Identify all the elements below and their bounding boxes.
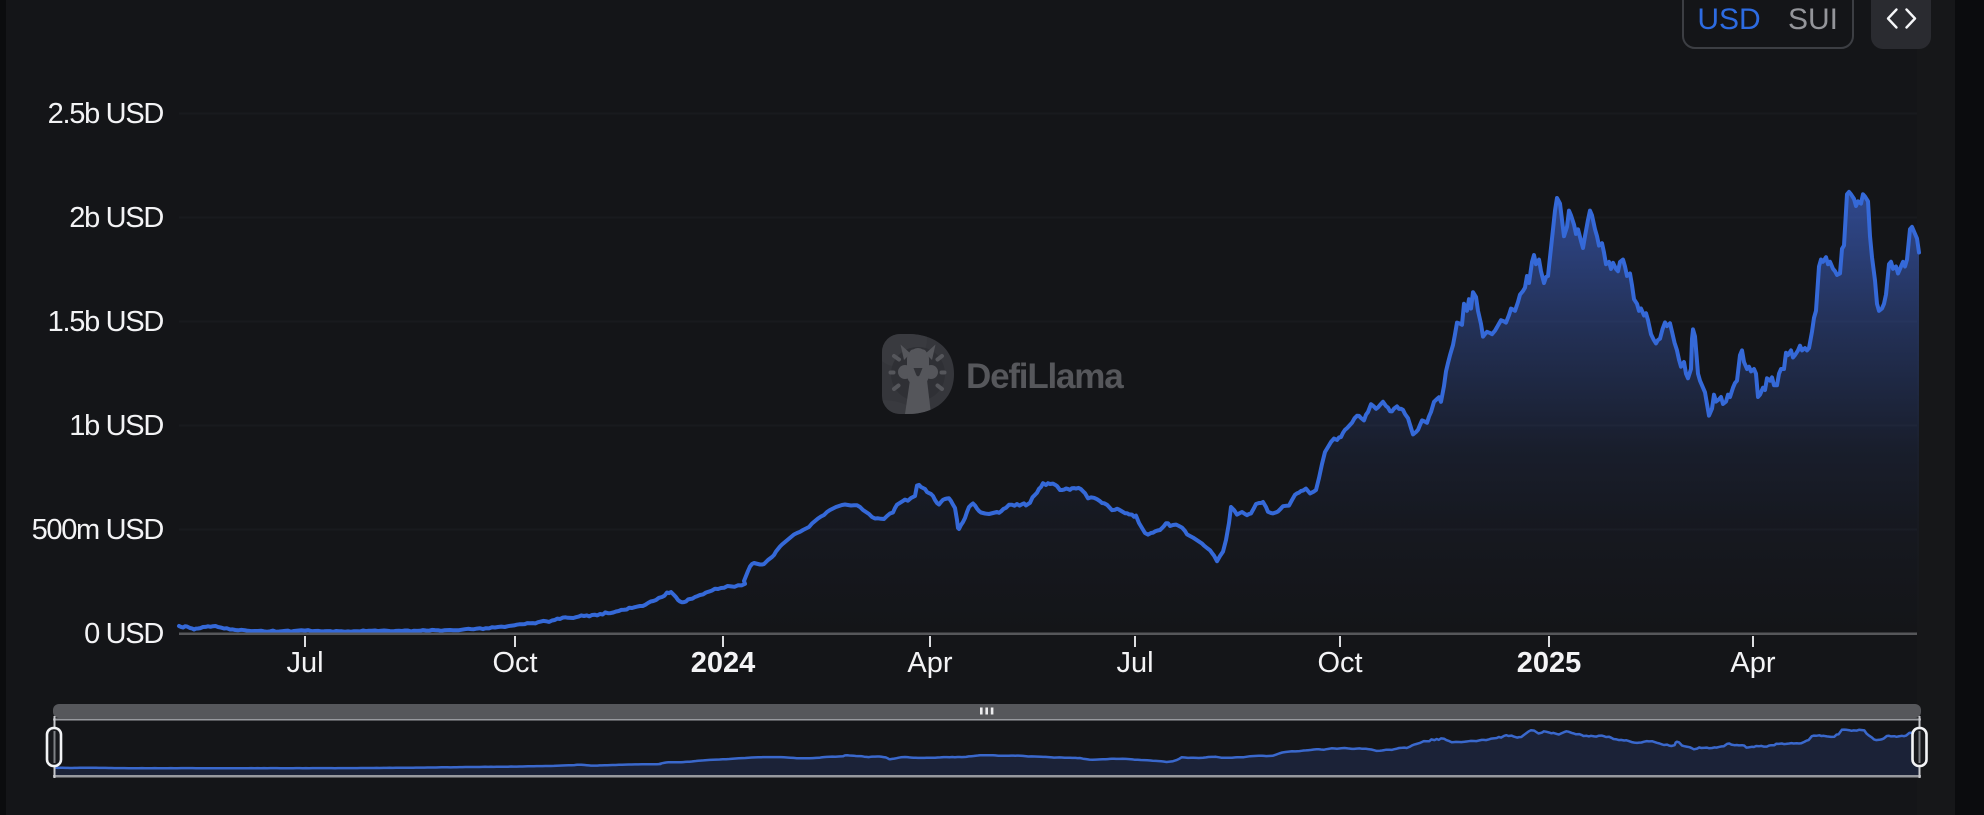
svg-text:2.5b USD: 2.5b USD <box>48 98 164 130</box>
svg-text:500m USD: 500m USD <box>32 514 164 546</box>
svg-text:0 USD: 0 USD <box>84 618 163 650</box>
svg-text:Jul: Jul <box>1116 647 1153 679</box>
svg-text:Apr: Apr <box>907 647 952 679</box>
svg-text:2025: 2025 <box>1517 647 1582 679</box>
svg-text:DefiLlama: DefiLlama <box>966 357 1124 396</box>
svg-text:SUI: SUI <box>1788 3 1838 36</box>
svg-text:2b USD: 2b USD <box>69 202 163 234</box>
svg-text:2024: 2024 <box>691 647 756 679</box>
svg-text:1.5b USD: 1.5b USD <box>48 306 164 338</box>
svg-text:Apr: Apr <box>1730 647 1775 679</box>
svg-text:USD: USD <box>1697 3 1760 36</box>
svg-text:1b USD: 1b USD <box>69 410 163 442</box>
svg-text:Jul: Jul <box>286 647 323 679</box>
svg-text:Oct: Oct <box>492 647 537 679</box>
svg-text:Oct: Oct <box>1317 647 1362 679</box>
